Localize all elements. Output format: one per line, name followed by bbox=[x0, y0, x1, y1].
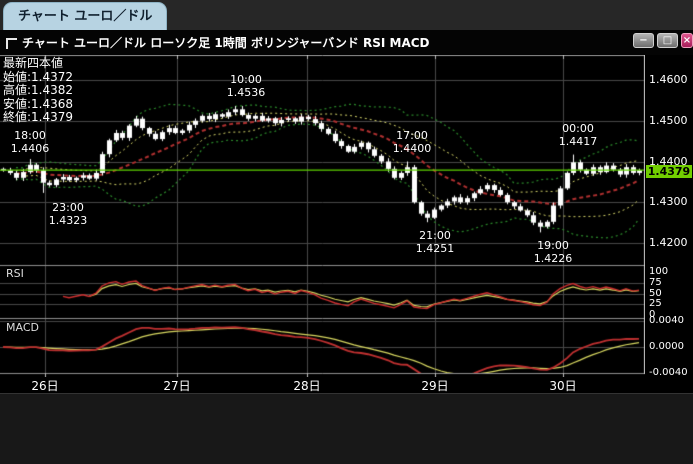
tab-strip: チャート ユーロ／ドル bbox=[0, 0, 693, 30]
x-axis-day-label: 28日 bbox=[293, 379, 321, 393]
chart-annotation: 23:00 1.4323 bbox=[48, 201, 88, 227]
rsi-axis-tick: 50 bbox=[649, 287, 662, 299]
rsi-panel-label: RSI bbox=[6, 267, 24, 280]
price-chart-canvas[interactable] bbox=[0, 55, 645, 377]
bottom-control-panel: ◀ ▶ − + ユーロ／ドル ▼ ローソク足 ▽ 1時間 ▽ 分析 2011/0… bbox=[0, 393, 693, 464]
x-axis-day-label: 26日 bbox=[31, 379, 59, 393]
minimize-button[interactable]: − bbox=[633, 33, 654, 48]
chart-annotation: 21:00 1.4251 bbox=[415, 229, 455, 255]
macd-axis-tick: 0.0000 bbox=[649, 341, 684, 352]
price-axis-tick: 1.4600 bbox=[649, 73, 688, 86]
chart-annotation: 10:00 1.4536 bbox=[226, 73, 266, 99]
chart-annotation: 00:00 1.4417 bbox=[558, 122, 598, 148]
chart-annotation: 19:00 1.4226 bbox=[533, 239, 573, 265]
price-axis-tick: 1.4200 bbox=[649, 236, 688, 249]
window-corner-icon bbox=[6, 38, 17, 49]
quote-close: 終値:1.4379 bbox=[3, 110, 74, 124]
chart-annotation: 18:00 1.4406 bbox=[10, 129, 50, 155]
tab-chart-eurusd[interactable]: チャート ユーロ／ドル bbox=[3, 2, 168, 30]
x-axis-day-label: 27日 bbox=[163, 379, 191, 393]
x-axis-day-label: 30日 bbox=[549, 379, 577, 393]
macd-axis-tick: -0.0040 bbox=[649, 367, 688, 378]
price-axis-tick: 1.4300 bbox=[649, 195, 688, 209]
rsi-axis-tick: 25 bbox=[649, 298, 662, 310]
x-axis-day-label: 29日 bbox=[421, 379, 449, 393]
rsi-axis-tick: 0 bbox=[649, 309, 656, 320]
macd-panel-label: MACD bbox=[6, 321, 39, 334]
price-axis-tick: 1.4400 bbox=[649, 154, 688, 168]
current-price-tag: 1.4379 bbox=[646, 165, 692, 178]
latest-quote-panel: 最新四本値 始値:1.4372 高値:1.4382 安値:1.4368 終値:1… bbox=[3, 56, 74, 125]
rsi-axis-tick: 75 bbox=[649, 276, 662, 288]
rsi-axis-tick: 100 bbox=[649, 266, 669, 277]
quote-high: 高値:1.4382 bbox=[3, 83, 74, 97]
quote-open: 始値:1.4372 bbox=[3, 69, 74, 84]
chart-annotation: 17:00 1.4400 bbox=[392, 129, 432, 155]
macd-axis-tick: 0.0040 bbox=[649, 315, 684, 326]
window-titlebar: チャート ユーロ／ドル ローソク足 1時間 ボリンジャーバンド RSI MACD… bbox=[0, 30, 693, 55]
quote-header: 最新四本値 bbox=[3, 56, 64, 70]
window-title: チャート ユーロ／ドル ローソク足 1時間 ボリンジャーバンド RSI MACD bbox=[22, 36, 430, 50]
quote-low: 安値:1.4368 bbox=[3, 96, 74, 111]
maximize-button[interactable]: □ bbox=[657, 33, 678, 48]
close-button[interactable]: × bbox=[681, 33, 693, 48]
price-axis-tick: 1.4500 bbox=[649, 113, 688, 127]
